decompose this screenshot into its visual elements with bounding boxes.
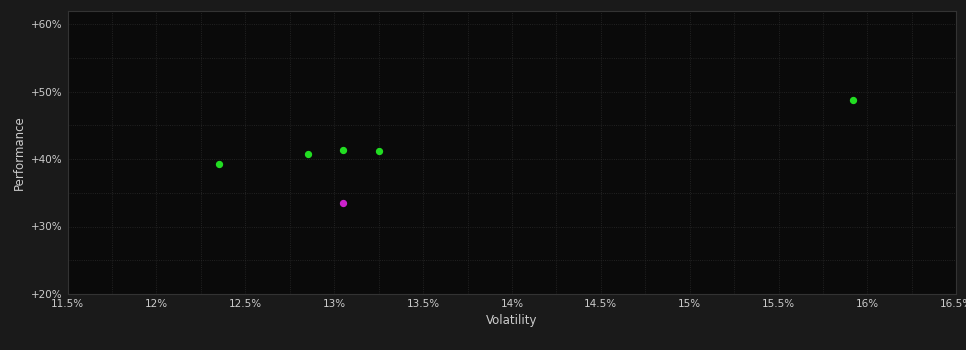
Point: [845, 98, 861, 103]
Point: [335, 147, 351, 152]
Point: [299, 151, 315, 156]
X-axis label: Volatility: Volatility: [486, 314, 538, 327]
Point: [211, 162, 226, 167]
Point: [335, 200, 351, 206]
Point: [371, 148, 386, 154]
Y-axis label: Performance: Performance: [13, 115, 25, 190]
